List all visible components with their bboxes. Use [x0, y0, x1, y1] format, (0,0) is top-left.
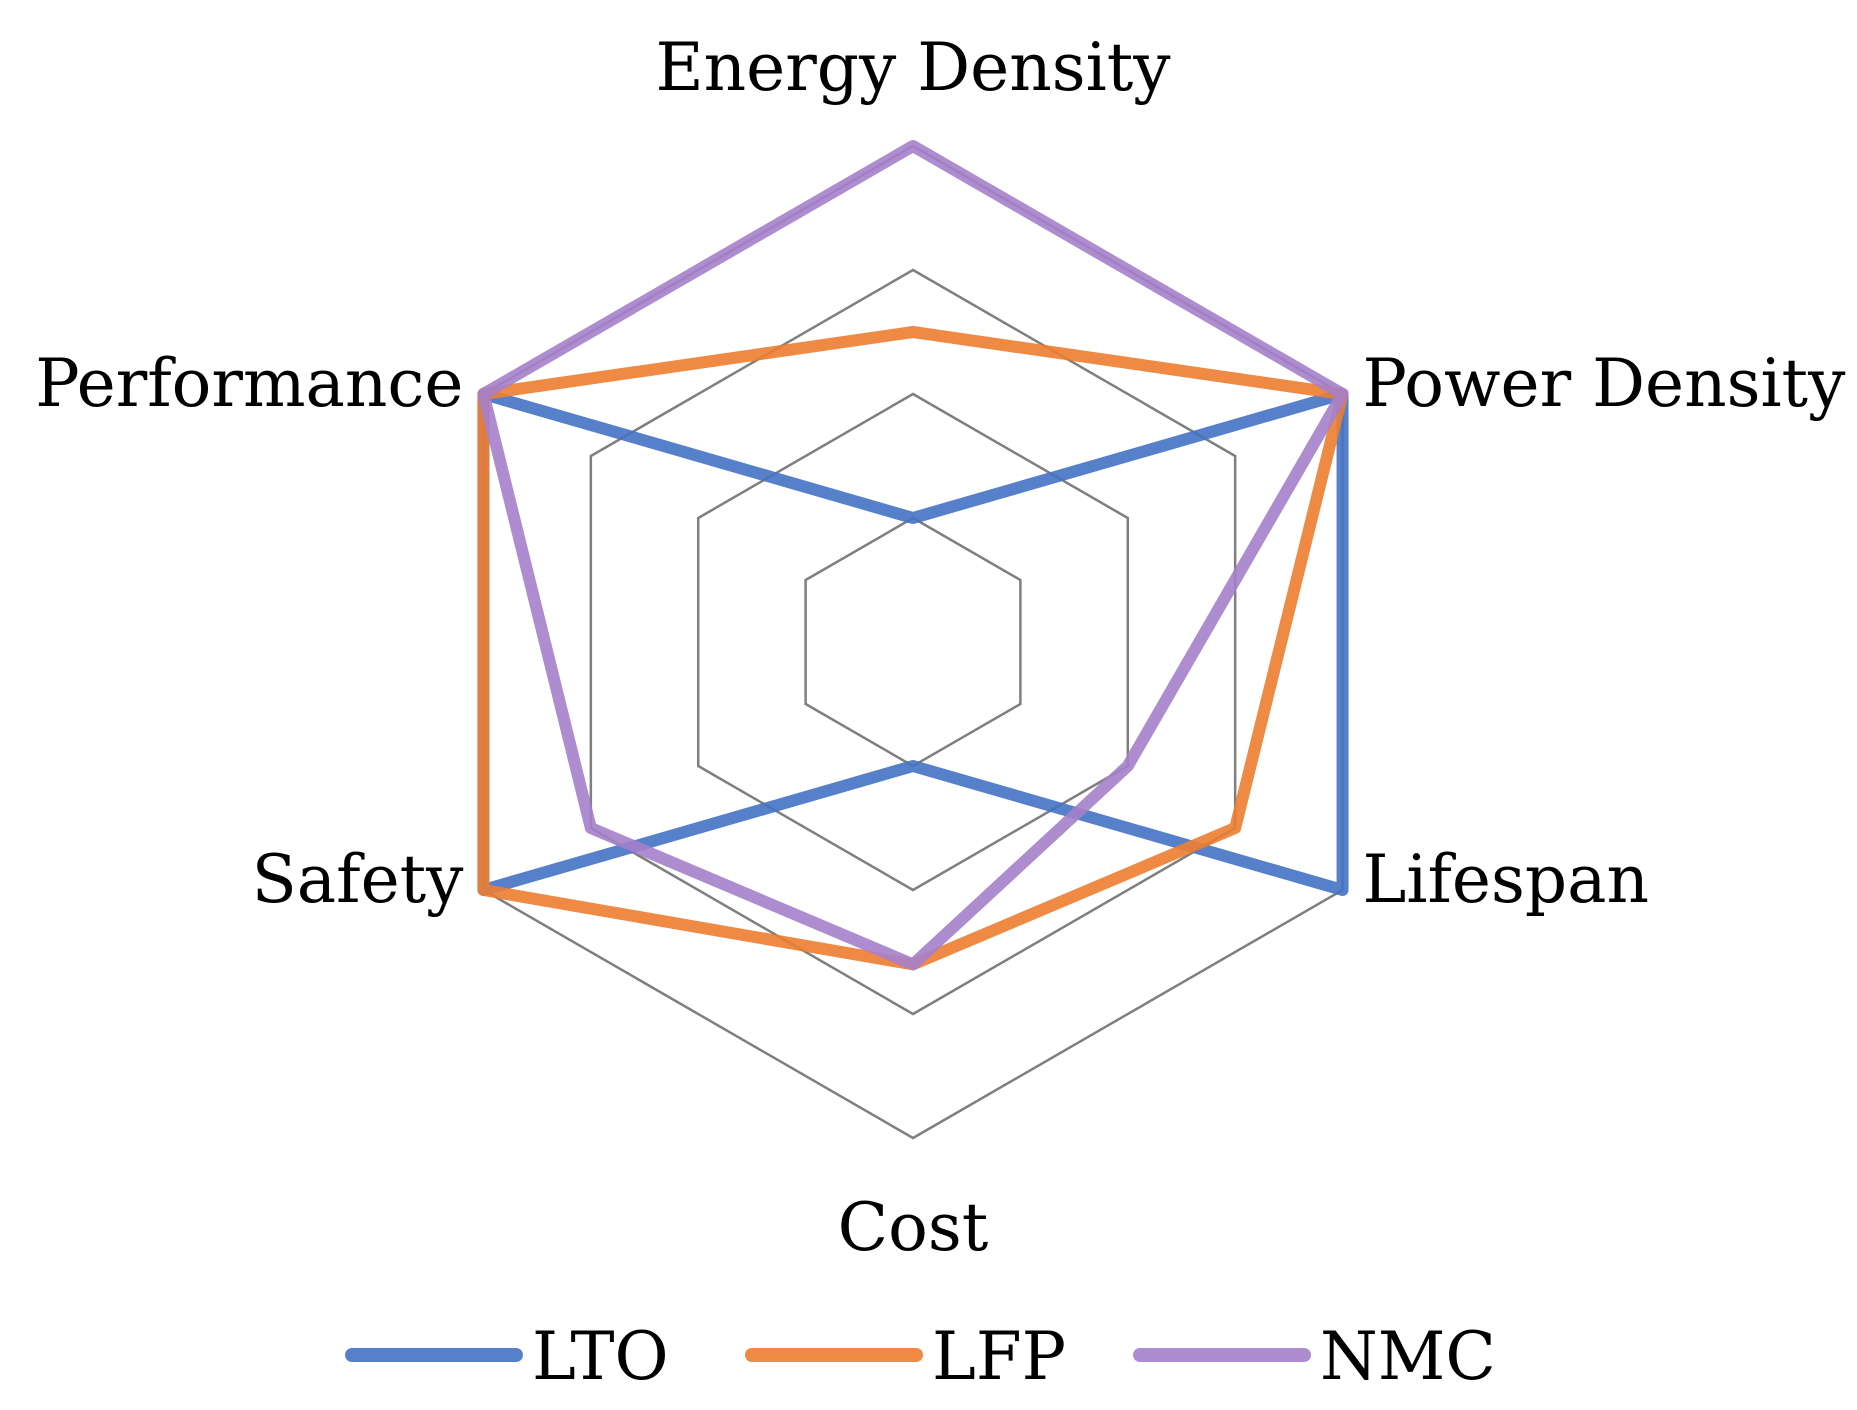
grid-ring-2 — [696, 392, 1130, 892]
grid-ring-3 — [589, 268, 1237, 1016]
grid-layer — [482, 144, 1344, 1140]
axis-label-performance: Performance — [35, 345, 463, 422]
legend: LTO LFP NMC — [345, 1318, 1496, 1395]
axis-label-cost: Cost — [838, 1189, 989, 1266]
legend-label-lfp: LFP — [932, 1318, 1066, 1395]
axis-labels: Energy Density Power Density Lifespan Cost S… — [35, 29, 1846, 1266]
legend-label-lto: LTO — [532, 1318, 669, 1395]
axis-label-lifespan: Lifespan — [1363, 841, 1649, 918]
series-nmc — [477, 140, 1349, 971]
grid-ring-1 — [804, 516, 1022, 768]
axis-label-power-density: Power Density — [1363, 345, 1847, 422]
series-lto — [477, 388, 1349, 896]
legend-label-nmc: NMC — [1320, 1318, 1496, 1395]
axis-label-energy-density: Energy Density — [655, 29, 1171, 106]
grid-ring-4 — [482, 144, 1344, 1140]
series-layer — [477, 140, 1349, 971]
axis-label-safety: Safety — [252, 841, 465, 918]
